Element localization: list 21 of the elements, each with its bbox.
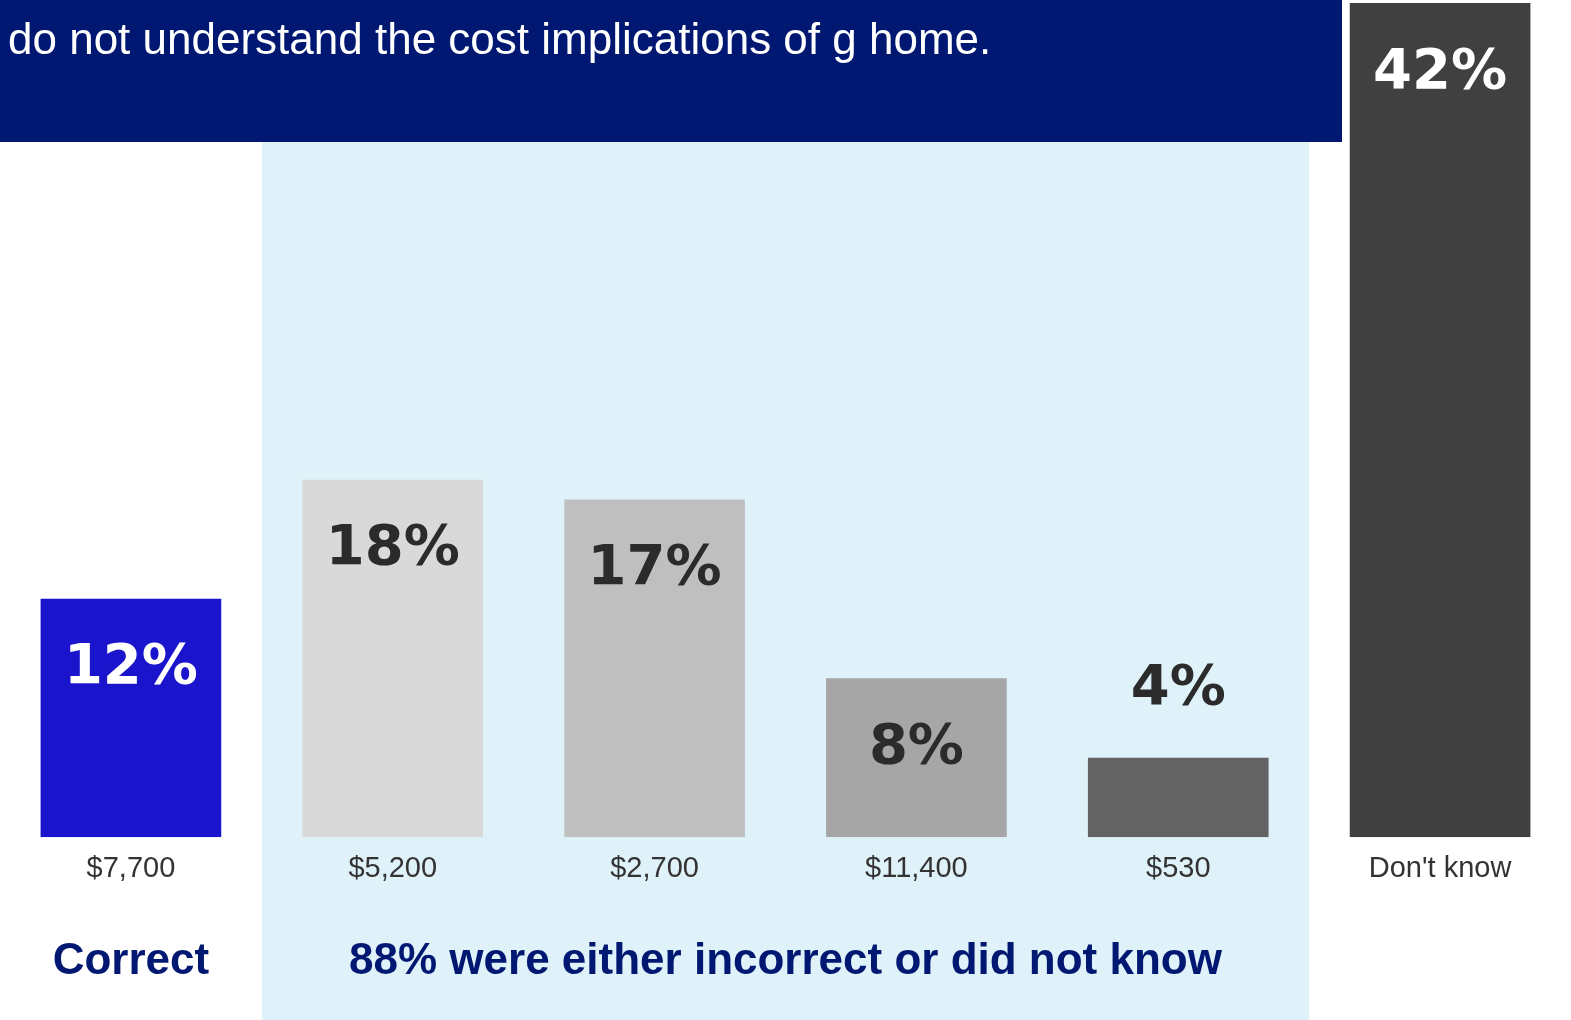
data-label: 42% (1373, 35, 1508, 101)
bar (826, 678, 1007, 838)
x-tick-label: $7,700 (86, 850, 176, 883)
x-tick-label: $530 (1145, 850, 1211, 883)
bar (40, 598, 222, 838)
bar (302, 479, 484, 838)
x-tick-label: $5,200 (348, 850, 438, 883)
data-label: 8% (868, 710, 964, 776)
text: Correct (52, 934, 210, 984)
x-tick-label: $2,700 (610, 850, 699, 883)
x-tick-label: Don't know (1368, 850, 1513, 883)
x-tick-label: $11,400 (865, 850, 968, 883)
chart-title: do not understand the cost implications of g home. (8, 13, 993, 65)
data-label: 4% (1130, 652, 1226, 718)
data-label: 12% (63, 631, 198, 697)
bar (1349, 3, 1531, 838)
data-label: 18% (325, 512, 460, 578)
bar (564, 499, 745, 838)
text: 88% were either incorrect or did not know (349, 934, 1223, 984)
data-label: 17% (587, 532, 722, 598)
bar (1087, 757, 1269, 838)
